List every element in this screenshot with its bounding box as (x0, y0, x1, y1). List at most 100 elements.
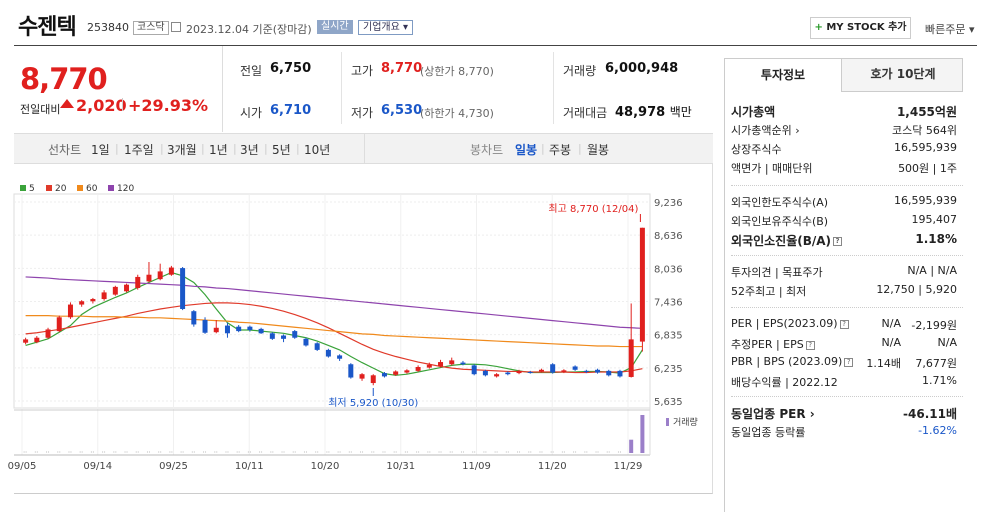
info-label: 외국인소진율(B/A)? (731, 232, 843, 249)
ma60-line (25, 315, 643, 348)
legend-ma20: 20 (46, 184, 66, 194)
candle-body (583, 370, 589, 372)
market-badge: 코스닥 (133, 21, 169, 35)
legend-label: 5 (29, 184, 35, 194)
info-value: 1.14배 (866, 357, 901, 370)
candle-body (550, 364, 556, 373)
panel-separator (731, 255, 963, 256)
ma20-line (25, 302, 643, 374)
info-value: -1.62% (918, 424, 957, 437)
divider (553, 52, 554, 124)
realtime-badge[interactable]: 실시간 (317, 20, 353, 34)
low-annotation: 최저 5,920 (10/30) (328, 397, 418, 409)
tab-monthly[interactable]: 월봉 (587, 143, 610, 157)
tab-quote-10[interactable]: 호가 10단계 (870, 67, 936, 81)
tab-1d[interactable]: 1일 (91, 143, 110, 157)
candle-body (561, 370, 567, 372)
tab-3m[interactable]: 3개월 (167, 143, 197, 157)
candle-body (56, 317, 62, 332)
quick-order-dropdown[interactable]: 빠른주문 ▾ (925, 23, 975, 36)
info-value: 1.18% (915, 232, 957, 246)
my-stock-label: MY STOCK 추가 (826, 22, 907, 33)
info-value: 16,595,939 (894, 194, 957, 207)
info-label: PBR | BPS (2023.09)? (731, 355, 854, 368)
date-basis: 2023.12.04 기준(장마감) (186, 21, 312, 37)
info-label: 상장주식수 (731, 143, 782, 156)
high-value: 8,770 (381, 61, 423, 76)
volume-bar (629, 439, 634, 453)
amount-number: 48,978 (615, 105, 666, 120)
help-icon[interactable]: ? (833, 237, 843, 246)
info-label[interactable]: 시가총액순위 › (731, 124, 800, 137)
x-tick-label: 10/20 (311, 461, 340, 472)
candle-body (639, 227, 645, 342)
info-label: 추정PER | EPS? (731, 336, 815, 352)
info-value: 12,750 | 5,920 (876, 283, 957, 296)
info-label: PER | EPS(2023.09)? (731, 317, 849, 330)
tab-1w[interactable]: 1주일 (124, 143, 154, 157)
candle-body (538, 369, 544, 372)
candle-body (460, 362, 466, 365)
tab-invest-info[interactable]: 투자정보 (724, 58, 842, 92)
amount-label: 거래대금 (563, 106, 608, 120)
legend-ma5: 5 (20, 184, 35, 194)
tab-daily[interactable]: 일봉 (515, 143, 538, 157)
candle-body (393, 371, 399, 375)
help-icon[interactable]: ? (844, 357, 854, 367)
y-tick-label: 6,835 (654, 331, 683, 342)
help-icon[interactable]: ? (805, 340, 815, 350)
candle-body (23, 339, 29, 343)
candle-body (112, 286, 118, 295)
divider (341, 52, 342, 124)
info-value: 195,407 (911, 213, 958, 226)
tab-3y[interactable]: 3년 (240, 143, 259, 157)
info-label: 외국인보유주식수(B) (731, 215, 829, 228)
tab-5y[interactable]: 5년 (272, 143, 291, 157)
stock-name: 수젠텍 (18, 15, 77, 40)
info-label: 외국인한도주식수(A) (731, 196, 829, 209)
legend-label: 20 (55, 184, 67, 194)
tab-1y[interactable]: 1년 (209, 143, 228, 157)
info-value: 1.71% (922, 374, 957, 387)
y-tick-label: 7,436 (654, 297, 683, 308)
prev-close-value: 6,750 (270, 61, 312, 76)
y-tick-label: 8,636 (654, 231, 683, 242)
candle-body (471, 365, 477, 375)
candle-body (269, 333, 275, 339)
tab-10y[interactable]: 10년 (304, 143, 331, 157)
info-label[interactable]: 동일업종 PER › (731, 407, 815, 421)
info-label: 배당수익률 | 2022.12 (731, 376, 838, 389)
panel-separator (731, 307, 963, 308)
candle-body (202, 320, 208, 333)
candle-body (572, 366, 578, 370)
help-icon[interactable]: ? (839, 319, 849, 329)
info-label: 52주최고 | 최저 (731, 285, 807, 298)
candle-body (236, 326, 242, 332)
info-label: 시가총액 (731, 105, 776, 119)
tab-weekly[interactable]: 주봉 (549, 143, 572, 157)
volume-bar (640, 415, 645, 453)
amount-value: 48,978 백만 (615, 103, 692, 120)
candle-body (224, 325, 230, 334)
amount-unit: 백만 (669, 105, 692, 119)
candle-body (101, 292, 107, 300)
candle-chart-label: 봉차트 (470, 143, 504, 157)
calendar-icon (171, 22, 181, 32)
tab-sep: | (160, 142, 164, 155)
open-value: 6,710 (270, 103, 312, 118)
info-label[interactable]: 동일업종 등락률 (731, 426, 806, 439)
candle-body (415, 367, 421, 371)
candle-body (370, 375, 376, 384)
upper-limit: (상한가 8,770) (420, 65, 494, 78)
company-overview-dropdown[interactable]: 기업개요 ▾ (358, 20, 413, 35)
candle-body (45, 329, 51, 338)
info-value: N/A (881, 317, 901, 330)
open-label: 시가 (240, 106, 263, 120)
volume-value: 6,000,948 (605, 61, 679, 76)
info-value: 7,677원 (915, 357, 957, 370)
low-label: 저가 (351, 106, 374, 120)
info-value: N/A (881, 336, 901, 349)
info-value: -2,199원 (911, 319, 957, 332)
x-tick-label: 09/14 (83, 461, 112, 472)
my-stock-add-button[interactable]: + MY STOCK 추가 (810, 17, 911, 39)
